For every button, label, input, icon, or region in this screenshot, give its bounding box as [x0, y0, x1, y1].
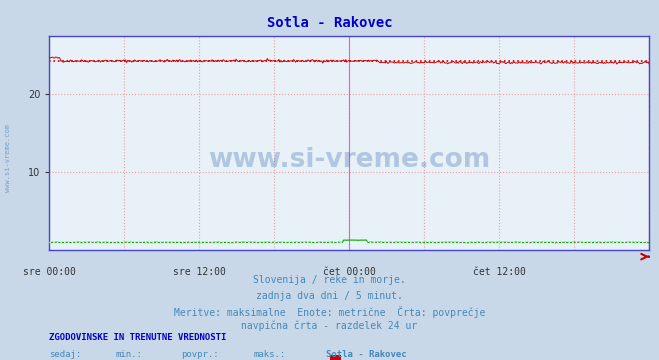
Text: sre 00:00: sre 00:00 — [23, 267, 76, 277]
Text: čet 00:00: čet 00:00 — [323, 267, 376, 277]
Text: min.:: min.: — [115, 350, 142, 359]
Text: www.si-vreme.com: www.si-vreme.com — [208, 147, 490, 173]
Text: ZGODOVINSKE IN TRENUTNE VREDNOSTI: ZGODOVINSKE IN TRENUTNE VREDNOSTI — [49, 333, 227, 342]
Text: Meritve: maksimalne  Enote: metrične  Črta: povprečje: Meritve: maksimalne Enote: metrične Črta… — [174, 306, 485, 318]
Text: sre 12:00: sre 12:00 — [173, 267, 226, 277]
Text: Slovenija / reke in morje.: Slovenija / reke in morje. — [253, 275, 406, 285]
Text: sedaj:: sedaj: — [49, 350, 82, 359]
Text: www.si-vreme.com: www.si-vreme.com — [5, 125, 11, 192]
Text: povpr.:: povpr.: — [181, 350, 219, 359]
Text: zadnja dva dni / 5 minut.: zadnja dva dni / 5 minut. — [256, 291, 403, 301]
Text: maks.:: maks.: — [254, 350, 286, 359]
Text: Sotla - Rakovec: Sotla - Rakovec — [267, 16, 392, 30]
Text: Sotla - Rakovec: Sotla - Rakovec — [326, 350, 407, 359]
Text: navpična črta - razdelek 24 ur: navpična črta - razdelek 24 ur — [241, 321, 418, 331]
Text: čet 12:00: čet 12:00 — [473, 267, 526, 277]
